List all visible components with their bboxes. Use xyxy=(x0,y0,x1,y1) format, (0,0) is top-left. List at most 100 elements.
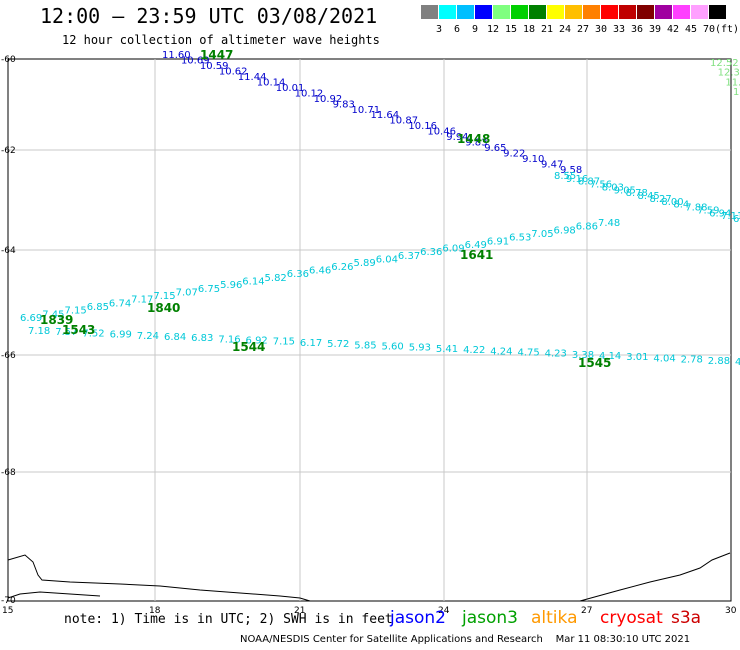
wave-height-value: 6.49 xyxy=(465,240,487,251)
satellite-name: jason3 xyxy=(462,608,518,628)
wave-height-value: 6.69 xyxy=(20,313,42,324)
wave-height-value: 6.14 xyxy=(242,276,264,287)
wave-height-value: 9.83 xyxy=(465,138,487,149)
track-labels: 11.6010.6910.5910.6211.4410.1410.0110.12… xyxy=(20,50,740,368)
wave-height-value: 4.24 xyxy=(490,346,512,357)
wave-height-value: 7.88 xyxy=(685,203,707,214)
satellite-name: altika xyxy=(531,608,578,628)
scale-swatch xyxy=(601,5,618,19)
scale-swatch xyxy=(583,5,600,19)
wave-height-value: 4.22 xyxy=(463,345,485,356)
wave-height-value: 4.23 xyxy=(545,349,567,360)
scale-swatch xyxy=(619,5,636,19)
wave-height-value: 11.7 xyxy=(725,77,740,88)
pass-id-label: 1544 xyxy=(232,340,265,354)
wave-height-value: 8.00 xyxy=(661,197,683,208)
wave-height-value: 6.84 xyxy=(164,332,186,343)
wave-height-value: 9.22 xyxy=(503,149,525,160)
lat-label: -66 xyxy=(1,351,16,361)
wave-height-value: 8.55 xyxy=(554,171,576,182)
wave-height-value: 5.93 xyxy=(409,343,431,354)
scale-label: 45 xyxy=(684,24,698,35)
wave-height-value: 6.92 xyxy=(246,336,268,347)
wave-height-value: 7.45 xyxy=(42,309,64,320)
footer-note: note: 1) Time is in UTC; 2) SWH is in fe… xyxy=(64,612,393,627)
wave-height-value: 9.83 xyxy=(333,99,355,110)
wave-height-value: 6.86 xyxy=(576,222,598,233)
wave-height-value: 10.69 xyxy=(181,55,210,66)
wave-height-value: 6.99 xyxy=(110,330,132,341)
scale-swatch xyxy=(511,5,528,19)
wave-height-value: 6.75 xyxy=(198,284,220,295)
scale-swatch xyxy=(529,5,546,19)
scale-label: 36 xyxy=(630,24,644,35)
scale-label: 27 xyxy=(576,24,590,35)
wave-height-value: 7.57 xyxy=(55,327,77,338)
lon-label: 30 xyxy=(725,606,737,616)
wave-height-value: 9.47 xyxy=(541,160,563,171)
wave-height-value: 11.60 xyxy=(162,50,191,61)
scale-swatch xyxy=(709,5,726,19)
wave-height-value: 8.87 xyxy=(578,177,600,188)
wave-height-value: 10.46 xyxy=(427,127,456,138)
scale-label: 42 xyxy=(666,24,680,35)
scale-swatch xyxy=(493,5,510,19)
satellite-name: cryosat xyxy=(600,608,663,628)
lon-label: 15 xyxy=(2,606,13,616)
wave-height-value: 10.14 xyxy=(257,77,286,88)
wave-height-value: 8.03 xyxy=(602,182,624,193)
pass-id-label: 1641 xyxy=(460,248,493,262)
wave-height-value: 7.56 xyxy=(590,180,612,191)
wave-height-value: 6.98 xyxy=(554,225,576,236)
scale-label: 24 xyxy=(558,24,572,35)
map-frame xyxy=(7,58,732,602)
scale-swatch xyxy=(565,5,582,19)
scale-label: 21 xyxy=(540,24,554,35)
wave-height-value: 5.82 xyxy=(265,273,287,284)
wave-height-value: 10.87 xyxy=(389,116,418,127)
scale-label: 70 xyxy=(702,24,716,35)
wave-height-value: 9.58 xyxy=(560,165,582,176)
wave-height-value: 9.16 xyxy=(566,174,588,185)
wave-height-value: 10.01 xyxy=(276,83,305,94)
lat-label: -62 xyxy=(1,146,16,156)
wave-height-value: 6.36 xyxy=(287,269,309,280)
graticule xyxy=(8,59,731,601)
wave-height-value: 7.15 xyxy=(273,337,295,348)
scale-swatch xyxy=(637,5,654,19)
wave-height-value: 4.14 xyxy=(599,351,621,362)
lon-label: 27 xyxy=(581,606,592,616)
lat-label: -70 xyxy=(1,596,16,606)
pass-id-label: 1447 xyxy=(200,48,233,62)
wave-height-value: 6.37 xyxy=(398,251,420,262)
page-title: 12:00 – 23:59 UTC 03/08/2021 xyxy=(40,4,378,28)
antarctic-coastline xyxy=(7,552,731,602)
wave-height-value: 2.78 xyxy=(681,355,703,366)
wave-height-value: 10.16 xyxy=(408,121,437,132)
wave-height-value: 7.52 xyxy=(82,328,104,339)
wave-height-value: 7.48 xyxy=(598,218,620,229)
wave-height-value: 7.15 xyxy=(153,291,175,302)
scale-swatch xyxy=(673,5,690,19)
wave-height-value: 3.38 xyxy=(572,350,594,361)
wave-height-value: 6.09 xyxy=(442,244,464,255)
wave-height-value: 8.27 xyxy=(649,194,671,205)
wave-height-value: 5.85 xyxy=(354,340,376,351)
wave-height-value: 9.94 xyxy=(446,132,468,143)
wave-height-value: 9.05 xyxy=(614,185,636,196)
wave-height-value: 6.04 xyxy=(376,255,398,266)
wave-height-value: 6.53 xyxy=(509,233,531,244)
wave-height-value: 6.85 xyxy=(87,302,109,313)
wave-height-value: 10.92 xyxy=(314,94,343,105)
scale-swatch xyxy=(655,5,672,19)
wave-height-value: 8.78 xyxy=(626,188,648,199)
scale-label: 3 xyxy=(435,24,443,35)
scale-label: 33 xyxy=(612,24,626,35)
scale-swatch xyxy=(439,5,456,19)
wave-height-value: 7.11 xyxy=(721,211,740,222)
scale-label: 18 xyxy=(522,24,536,35)
pass-id-label: 1448 xyxy=(457,132,490,146)
wave-height-value: 6.94 xyxy=(709,208,731,219)
